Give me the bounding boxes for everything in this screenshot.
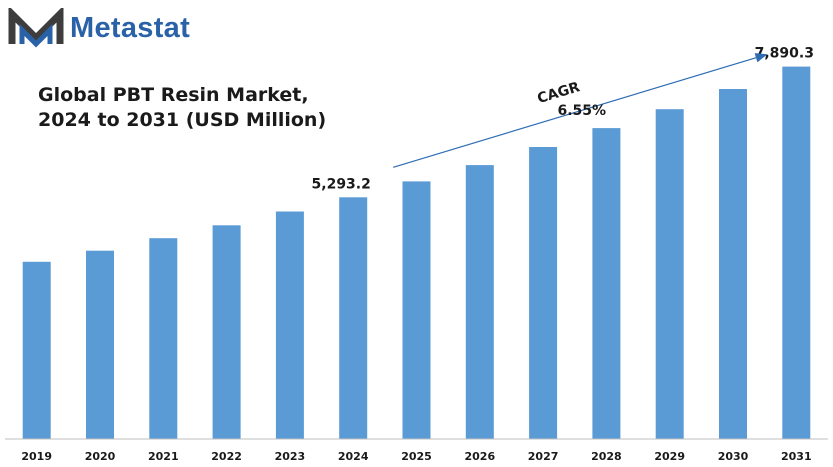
x-tick-label-2027: 2027	[528, 450, 559, 463]
bar-2024	[339, 197, 368, 439]
bar-2025	[402, 181, 431, 439]
metastat-m-logo-icon	[8, 8, 64, 48]
bar-2027	[529, 147, 558, 439]
x-tick-label-2026: 2026	[464, 450, 495, 463]
x-tick-label-2030: 2030	[718, 450, 749, 463]
bar-2022	[212, 225, 241, 439]
bar-2020	[86, 250, 114, 439]
chart-title-line-2: 2024 to 2031 (USD Million)	[38, 109, 327, 131]
x-tick-label-2029: 2029	[654, 450, 685, 463]
brand-logo: Metastat	[8, 8, 190, 48]
bar-2028	[592, 128, 621, 439]
chart-title: Global PBT Resin Market, 2024 to 2031 (U…	[38, 83, 327, 133]
bar-2029	[655, 109, 684, 439]
data-label-2024: 5,293.2	[312, 176, 371, 192]
x-tick-label-2023: 2023	[275, 450, 306, 463]
x-tick-label-2020: 2020	[85, 450, 116, 463]
data-labels: 5,293.2 7,890.3	[312, 46, 814, 193]
bar-2026	[465, 165, 494, 439]
x-tick-label-2025: 2025	[401, 450, 432, 463]
x-tick-label-2028: 2028	[591, 450, 622, 463]
data-label-2031: 7,890.3	[755, 46, 814, 62]
bar-2030	[719, 89, 747, 439]
chart-title-line-1: Global PBT Resin Market,	[38, 84, 309, 106]
bars-layer	[22, 66, 811, 439]
x-tick-label-2019: 2019	[21, 450, 52, 463]
x-tick-label-2024: 2024	[338, 450, 369, 463]
cagr-value: 6.55%	[558, 103, 607, 119]
x-tick-label-2021: 2021	[148, 450, 179, 463]
bar-2021	[149, 238, 178, 439]
cagr-arrow	[393, 53, 768, 168]
x-tick-label-2022: 2022	[211, 450, 242, 463]
bar-2023	[275, 211, 304, 439]
x-tick-label-2031: 2031	[781, 450, 812, 463]
bar-2019	[22, 261, 51, 439]
bar-2031	[782, 66, 811, 439]
brand-name: Metastat	[70, 11, 191, 44]
x-axis-tick-labels: 2019 2020 2021 2022 2023 2024 2025 2026 2027 2028…	[21, 450, 811, 463]
